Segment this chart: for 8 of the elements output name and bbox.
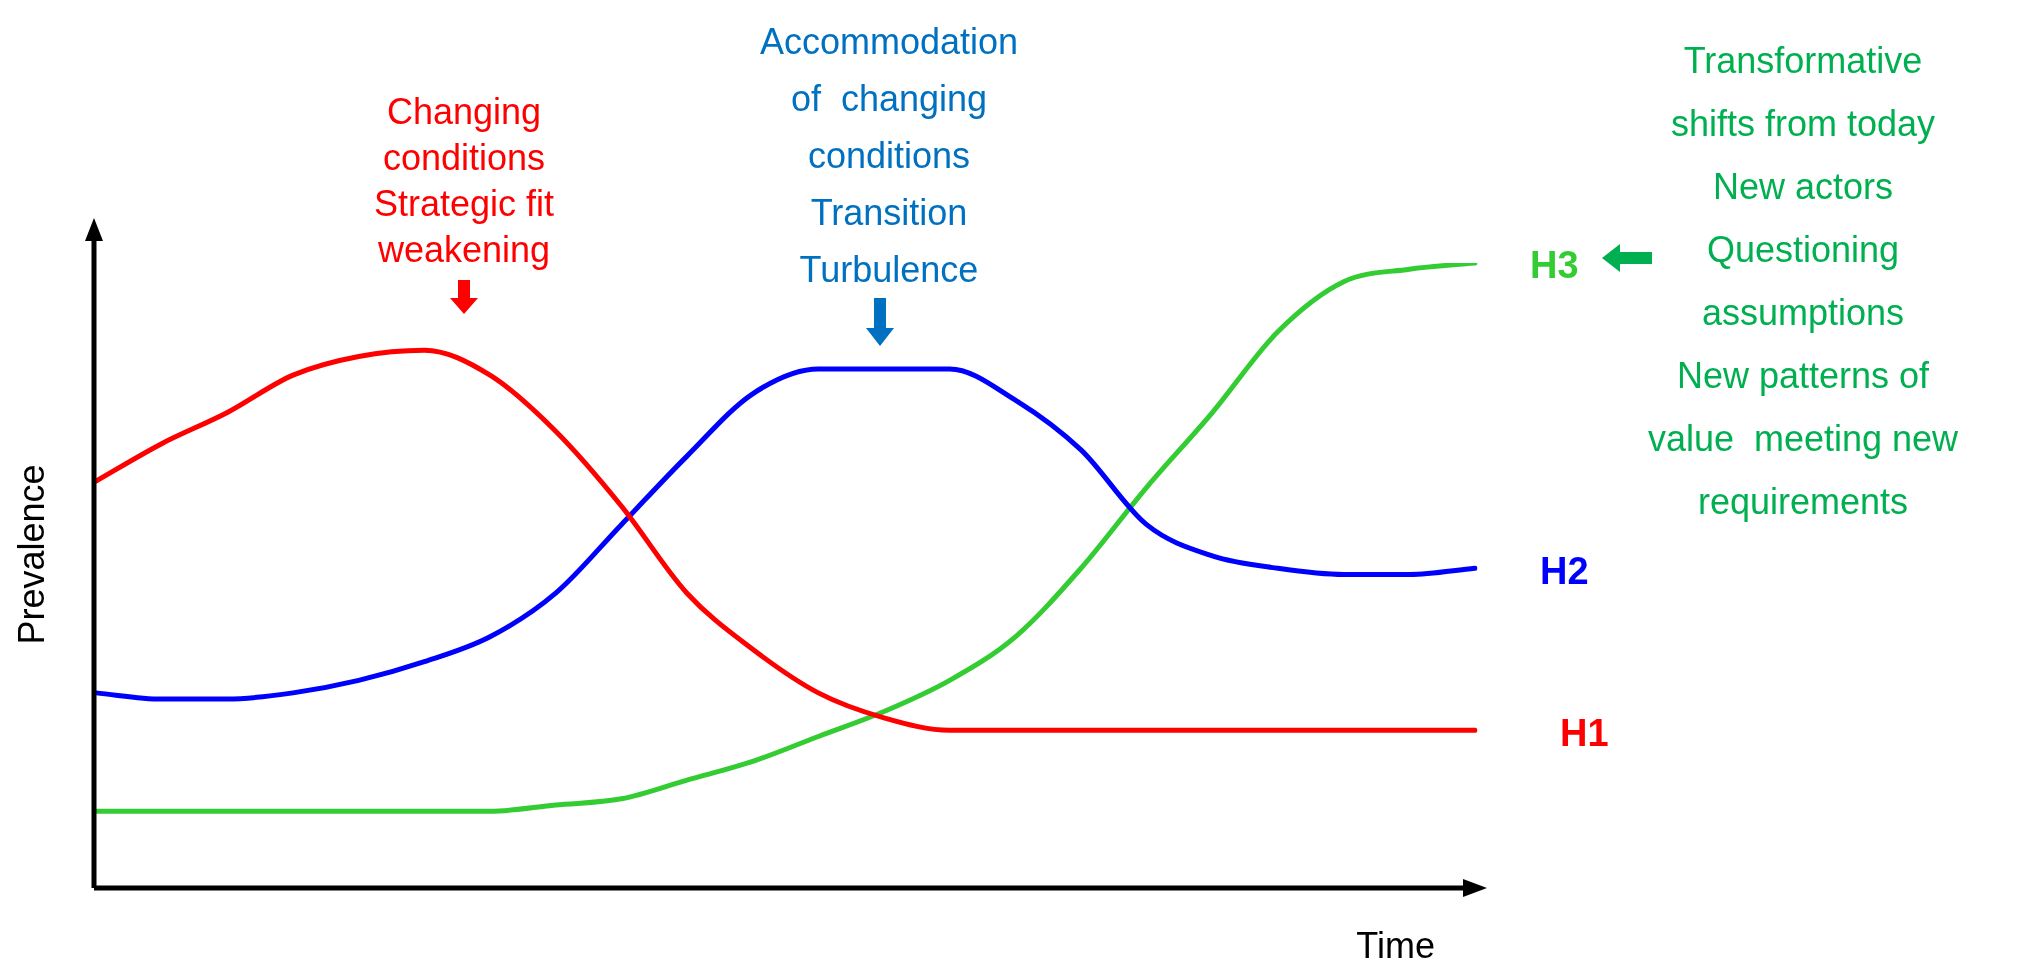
series-label: H2 [1540,549,1589,592]
text: H1 [1560,711,1609,754]
annotation: Changing conditions Strategic fit weakening [373,90,555,270]
series-label: H3 [1530,244,1579,287]
text: Transformative shifts from today New actors Questioning assumptions New patterns of value meeting new requirements [1647,39,1960,522]
x-axis-title: Time [1356,924,1435,966]
y-axis-title: Prevalence [10,464,52,645]
annotation: Accommodation of changing conditions Transition Turbulence [759,20,1019,290]
